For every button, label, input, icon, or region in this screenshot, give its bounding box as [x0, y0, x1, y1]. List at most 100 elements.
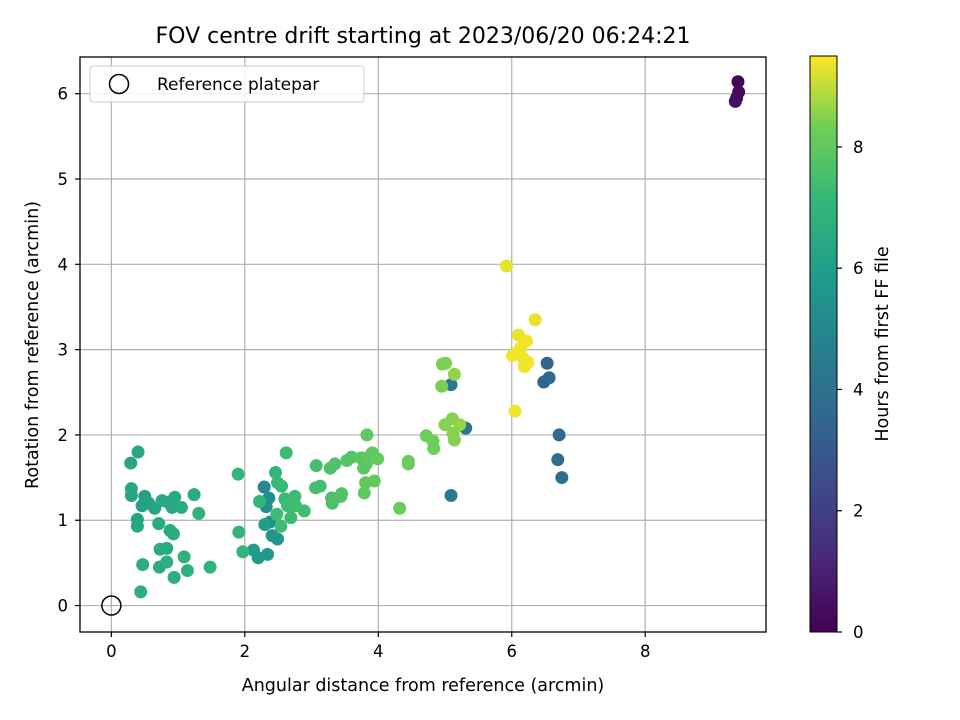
- data-point: [177, 550, 191, 564]
- colorbar-tick-label: 6: [853, 259, 864, 278]
- data-point: [167, 570, 181, 584]
- data-point: [540, 356, 554, 370]
- data-point: [309, 459, 323, 473]
- colorbar-tick-label: 8: [853, 138, 864, 157]
- data-point: [453, 418, 467, 432]
- data-point: [279, 446, 293, 460]
- data-point: [511, 345, 525, 359]
- grid: [80, 57, 766, 632]
- data-point: [258, 518, 272, 532]
- data-point: [203, 560, 217, 574]
- data-point: [521, 355, 535, 369]
- y-tick-label: 6: [58, 85, 69, 104]
- data-point: [134, 585, 148, 599]
- y-axis-ticks: 0 1 2 3 4 5 6: [58, 85, 80, 616]
- data-point: [274, 519, 288, 533]
- data-point: [131, 445, 145, 459]
- data-point: [174, 500, 188, 514]
- data-point: [297, 504, 311, 518]
- data-point: [124, 482, 138, 496]
- data-point: [728, 94, 742, 108]
- data-point: [269, 465, 283, 479]
- data-point: [552, 428, 566, 442]
- data-point: [166, 527, 180, 541]
- y-tick-label: 0: [58, 597, 69, 616]
- plot-frame: [79, 56, 767, 633]
- x-tick-label: 0: [106, 642, 117, 661]
- legend-box: [89, 65, 365, 103]
- colorbar-tick-label: 4: [853, 380, 864, 399]
- colorbar: 0 2 4 6 8 Hours from first FF file: [809, 55, 893, 642]
- data-point: [393, 501, 407, 515]
- data-point: [499, 259, 513, 273]
- data-point: [444, 489, 458, 503]
- legend-marker: [108, 73, 130, 95]
- data-point: [371, 452, 385, 466]
- data-point: [247, 543, 261, 557]
- y-tick-label: 1: [58, 511, 69, 530]
- data-point: [124, 456, 138, 470]
- data-point: [427, 442, 441, 456]
- data-point: [401, 454, 415, 468]
- data-point: [435, 379, 449, 393]
- data-point: [165, 500, 179, 514]
- y-axis-label: Rotation from reference (arcmin): [23, 201, 43, 489]
- data-point: [345, 450, 359, 464]
- data-point: [551, 453, 565, 467]
- data-point: [270, 507, 284, 521]
- data-point: [160, 555, 174, 569]
- x-tick-label: 2: [240, 642, 251, 661]
- data-point: [439, 356, 453, 370]
- data-point: [275, 479, 289, 493]
- data-point: [357, 486, 371, 500]
- reference-marker: [101, 595, 122, 616]
- x-tick-label: 4: [373, 642, 384, 661]
- data-point: [334, 489, 348, 503]
- data-point: [519, 334, 533, 348]
- data-point: [528, 313, 542, 327]
- colorbar-tick-label: 0: [853, 623, 864, 642]
- colorbar-tick-label: 2: [853, 502, 864, 521]
- data-point: [192, 506, 206, 520]
- x-tick-label: 8: [640, 642, 651, 661]
- x-tick-label: 6: [507, 642, 518, 661]
- data-point: [232, 525, 246, 539]
- data-point: [328, 457, 342, 471]
- data-point: [136, 558, 150, 572]
- data-point: [152, 517, 166, 531]
- data-point: [160, 541, 174, 555]
- data-point: [130, 519, 144, 533]
- data-points: [124, 75, 746, 599]
- chart-title: FOV centre drift starting at 2023/06/20 …: [156, 24, 691, 49]
- data-point: [236, 545, 250, 559]
- colorbar-gradient: [809, 55, 838, 633]
- data-point: [555, 471, 569, 485]
- data-point: [731, 75, 745, 89]
- data-point: [180, 564, 194, 578]
- legend: Reference platepar: [89, 65, 365, 103]
- y-tick-label: 4: [58, 255, 69, 274]
- data-point: [313, 479, 327, 493]
- x-axis-ticks: 0 2 4 6 8: [106, 632, 650, 661]
- y-tick-label: 2: [58, 426, 69, 445]
- data-point: [284, 511, 298, 525]
- data-point: [288, 489, 302, 503]
- data-point: [542, 371, 556, 385]
- x-axis-label: Angular distance from reference (arcmin): [242, 676, 605, 696]
- data-point: [447, 367, 461, 381]
- data-point: [367, 474, 381, 488]
- data-point: [253, 494, 267, 508]
- colorbar-label: Hours from first FF file: [873, 246, 893, 441]
- legend-label: Reference platepar: [157, 75, 319, 95]
- colorbar-ticks: 0 2 4 6 8: [837, 138, 864, 642]
- data-point: [508, 404, 522, 418]
- y-tick-label: 3: [58, 341, 69, 360]
- data-point: [231, 467, 245, 481]
- y-tick-label: 5: [58, 170, 69, 189]
- data-point: [168, 490, 182, 504]
- data-point: [187, 488, 201, 502]
- data-point: [271, 532, 285, 546]
- data-point: [257, 480, 271, 494]
- data-point: [360, 428, 374, 442]
